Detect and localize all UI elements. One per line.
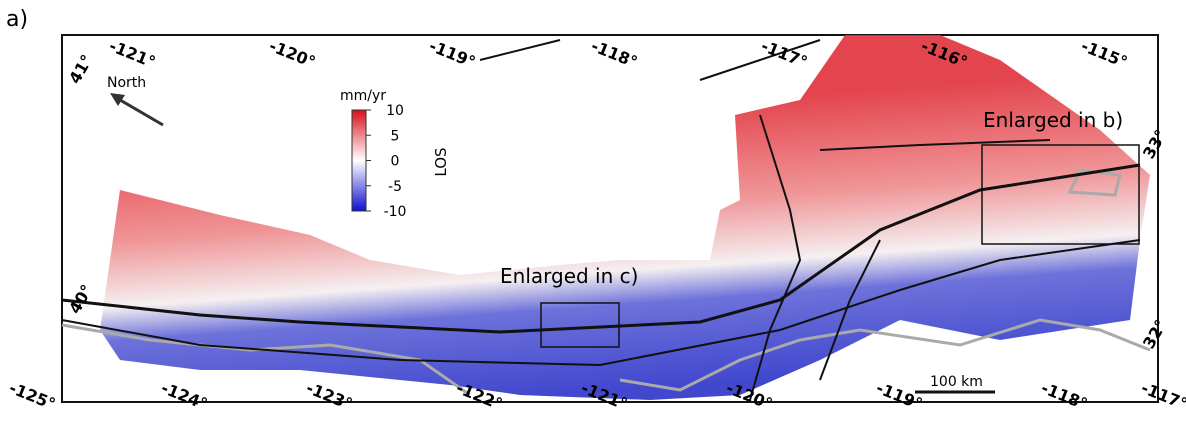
colorbar-tick-label: -5 [388,179,402,195]
colorbar-tick-label: 0 [391,154,400,170]
colorbar-tick-label: 5 [391,128,400,144]
north-arrow-head [110,93,125,106]
scale-bar-label: 100 km [930,374,983,390]
north-label: North [107,75,146,91]
colorbar [351,109,367,212]
colorbar-label: LOS [432,147,450,176]
faults [61,39,1141,401]
longitude-label: -125° [7,378,59,414]
enlarged-box-c [540,302,620,348]
colorbar-tick-label: 10 [386,103,404,119]
colorbar-unit: mm/yr [340,88,386,104]
longitude-label: -117° [1139,378,1186,414]
panel-label: a) [6,7,28,32]
los-velocity-field [100,35,1150,400]
coastlines [61,168,1151,397]
box-label: Enlarged in b) [983,108,1123,132]
colorbar-tick-label: -10 [384,204,407,220]
box-label: Enlarged in c) [500,264,638,288]
enlarged-box-b [981,144,1140,245]
north-arrow [114,95,164,127]
